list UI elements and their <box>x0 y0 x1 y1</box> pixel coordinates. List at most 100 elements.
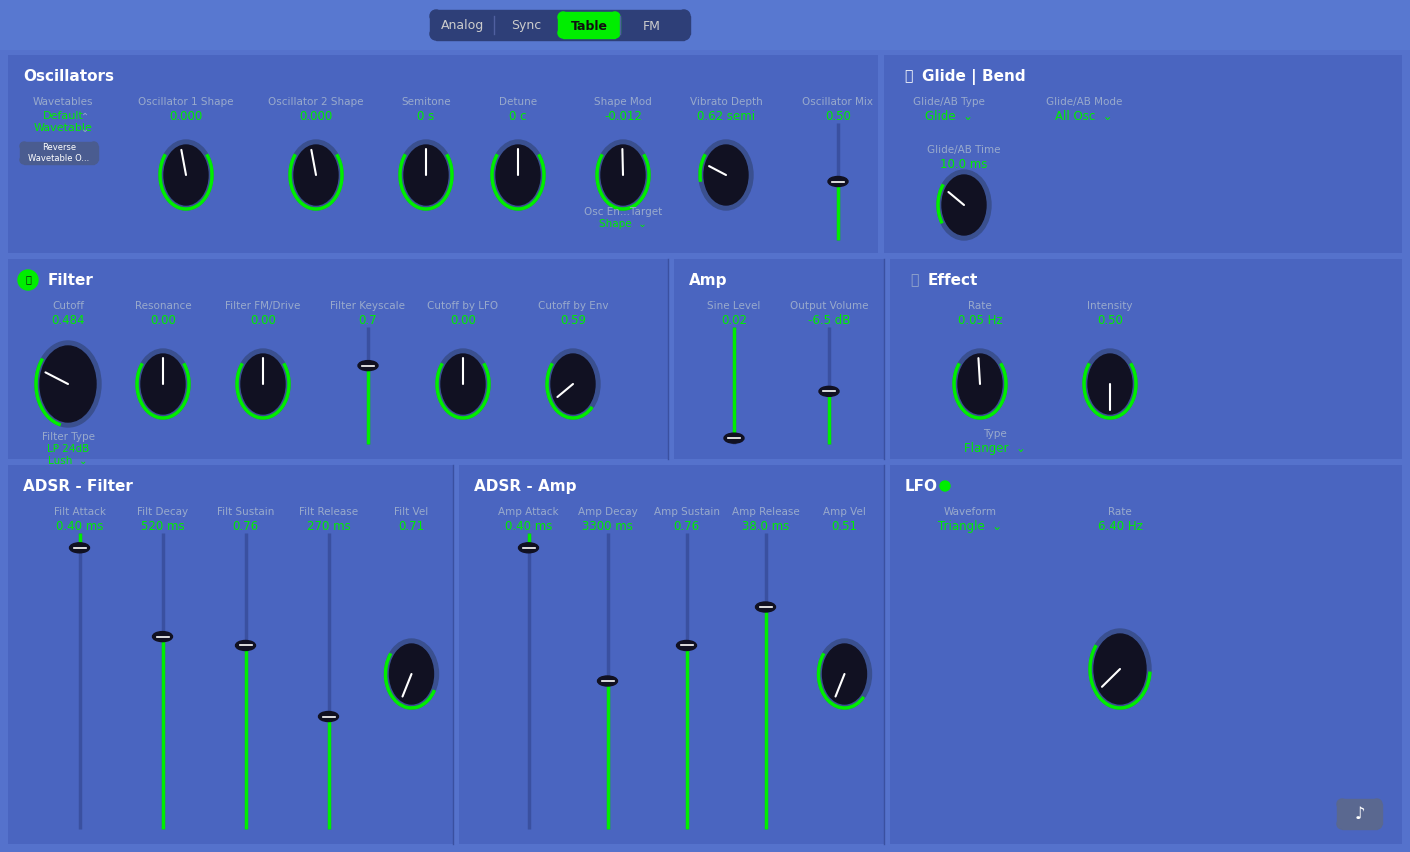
Text: 0.00: 0.00 <box>149 314 176 327</box>
Text: Intensity: Intensity <box>1087 301 1132 311</box>
Bar <box>436 10 684 16</box>
Text: ADSR - Amp: ADSR - Amp <box>474 479 577 494</box>
Text: Filt Vel: Filt Vel <box>395 507 429 517</box>
Text: 3300 ms: 3300 ms <box>582 520 633 533</box>
Bar <box>674 259 884 459</box>
Text: Glide  ⌄: Glide ⌄ <box>925 110 973 123</box>
Bar <box>8 259 668 459</box>
Ellipse shape <box>756 602 776 612</box>
Text: Oscillator 1 Shape: Oscillator 1 Shape <box>138 97 234 107</box>
Text: Wavetables: Wavetables <box>32 97 93 107</box>
Text: 0.00: 0.00 <box>250 314 276 327</box>
Text: 0.484: 0.484 <box>51 314 85 327</box>
Ellipse shape <box>289 140 343 210</box>
Ellipse shape <box>295 145 338 205</box>
Text: Filt Release: Filt Release <box>299 507 358 517</box>
Text: 0.59: 0.59 <box>560 314 587 327</box>
Text: Table: Table <box>571 20 608 32</box>
Ellipse shape <box>828 176 847 187</box>
Text: Cutoff by LFO: Cutoff by LFO <box>427 301 499 311</box>
Text: 0.02: 0.02 <box>721 314 747 327</box>
Text: Output Volume: Output Volume <box>790 301 869 311</box>
Text: Vibrato Depth: Vibrato Depth <box>689 97 763 107</box>
Circle shape <box>18 270 38 290</box>
Ellipse shape <box>601 145 644 205</box>
FancyBboxPatch shape <box>24 146 94 160</box>
Bar <box>460 465 884 844</box>
Bar <box>563 17 615 33</box>
Ellipse shape <box>1083 349 1136 419</box>
Text: All Osc  ⌄: All Osc ⌄ <box>1055 110 1112 123</box>
Ellipse shape <box>436 349 491 419</box>
Bar <box>8 55 878 253</box>
Bar <box>890 465 1402 844</box>
Text: 0.000: 0.000 <box>299 110 333 123</box>
Text: ♪: ♪ <box>1355 805 1365 823</box>
Text: Filter: Filter <box>48 273 94 288</box>
Text: 0.50: 0.50 <box>1097 314 1122 327</box>
Text: Cutoff by Env: Cutoff by Env <box>537 301 608 311</box>
Bar <box>890 259 1402 459</box>
Bar <box>436 34 684 40</box>
Text: Reverse
Wavetable O...: Reverse Wavetable O... <box>28 143 90 163</box>
Text: Filter Type: Filter Type <box>41 432 94 442</box>
Text: Waveform: Waveform <box>943 507 997 517</box>
Bar <box>24 146 94 160</box>
Text: Amp Vel: Amp Vel <box>823 507 866 517</box>
Text: Detune: Detune <box>499 97 537 107</box>
Ellipse shape <box>152 631 172 642</box>
Text: 38.0 ms: 38.0 ms <box>742 520 790 533</box>
Bar <box>1342 804 1378 824</box>
Text: 0 s: 0 s <box>417 110 434 123</box>
Bar <box>1337 804 1342 824</box>
Circle shape <box>20 142 28 150</box>
Circle shape <box>678 10 689 22</box>
Text: ADSR - Filter: ADSR - Filter <box>23 479 133 494</box>
Text: 0.00: 0.00 <box>450 314 477 327</box>
Text: 10.0 ms: 10.0 ms <box>940 158 987 171</box>
Text: -0.012: -0.012 <box>603 110 642 123</box>
Text: 0.76: 0.76 <box>674 520 699 533</box>
Ellipse shape <box>546 349 601 419</box>
Ellipse shape <box>241 354 285 414</box>
Ellipse shape <box>819 386 839 396</box>
Text: 0.51: 0.51 <box>832 520 857 533</box>
Circle shape <box>20 156 28 164</box>
Bar <box>1342 824 1378 829</box>
Text: Glide | Bend: Glide | Bend <box>922 69 1025 85</box>
Text: 0.7: 0.7 <box>358 314 378 327</box>
Bar <box>1342 799 1378 804</box>
Ellipse shape <box>235 349 290 419</box>
Text: Amp Sustain: Amp Sustain <box>653 507 719 517</box>
Bar <box>8 465 453 844</box>
Text: Amp Attack: Amp Attack <box>498 507 558 517</box>
Text: Amp Release: Amp Release <box>732 507 799 517</box>
Ellipse shape <box>39 346 96 422</box>
Ellipse shape <box>496 145 540 205</box>
Text: ⏻: ⏻ <box>904 69 912 83</box>
Ellipse shape <box>164 145 209 205</box>
Ellipse shape <box>135 349 190 419</box>
Text: 6.40 Hz: 6.40 Hz <box>1097 520 1142 533</box>
Circle shape <box>558 28 568 38</box>
Text: 0.50: 0.50 <box>825 110 852 123</box>
Text: 0.71: 0.71 <box>399 520 424 533</box>
Text: Oscillators: Oscillators <box>23 69 114 84</box>
Text: Semitone: Semitone <box>402 97 451 107</box>
Circle shape <box>430 10 441 22</box>
Ellipse shape <box>942 175 986 235</box>
Ellipse shape <box>818 639 871 709</box>
Ellipse shape <box>358 360 378 371</box>
Bar <box>684 16 689 34</box>
Ellipse shape <box>699 140 753 210</box>
Text: 520 ms: 520 ms <box>141 520 185 533</box>
Ellipse shape <box>1089 629 1151 709</box>
Circle shape <box>558 12 568 22</box>
Text: 0.40 ms: 0.40 ms <box>505 520 553 533</box>
Text: LP 24dB
Lush  ⌄: LP 24dB Lush ⌄ <box>47 444 89 465</box>
Text: ⏻: ⏻ <box>25 274 31 284</box>
Bar <box>1378 804 1382 824</box>
Text: Glide/AB Mode: Glide/AB Mode <box>1046 97 1122 107</box>
Circle shape <box>611 12 620 22</box>
Ellipse shape <box>723 433 744 443</box>
